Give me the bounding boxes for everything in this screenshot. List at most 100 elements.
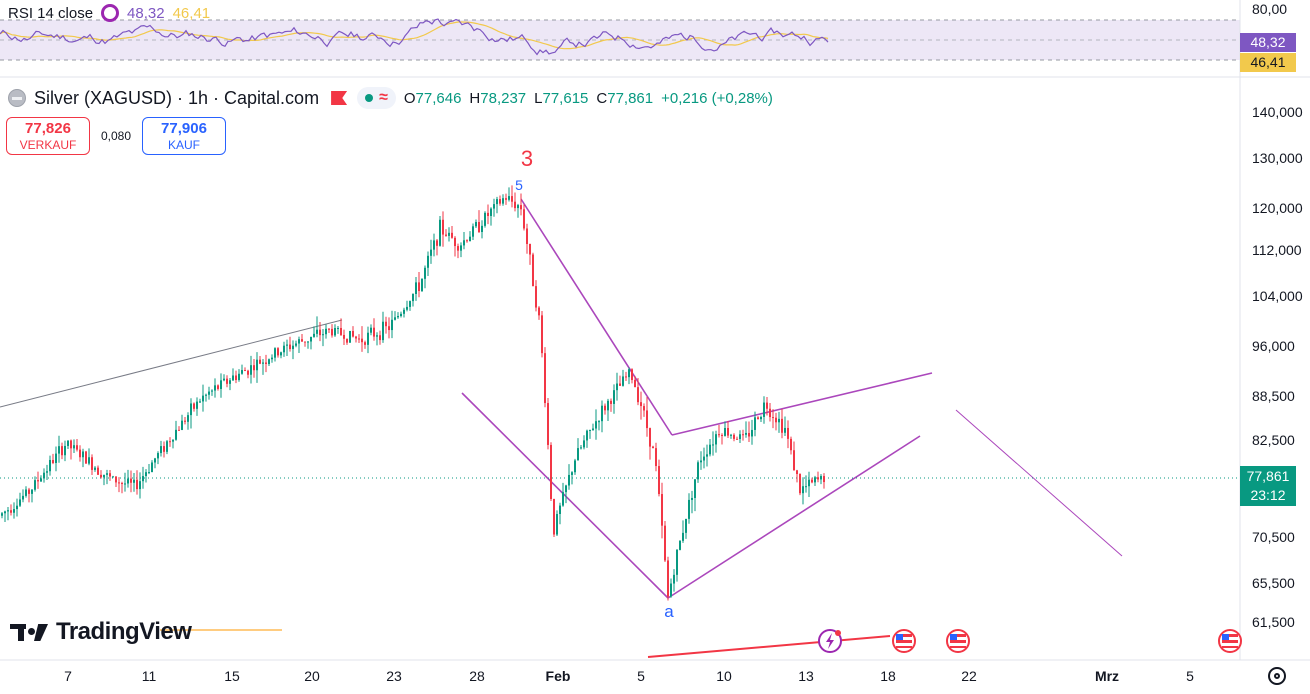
candle-body <box>154 458 156 463</box>
candle-body <box>1 513 3 516</box>
event-us-flag-icon[interactable] <box>892 629 916 653</box>
buy-button[interactable]: 77,906 KAUF <box>142 117 226 155</box>
wedge-upper-line-left[interactable] <box>520 198 673 436</box>
rsi-legend[interactable]: RSI 14 close 48,32 46,41 <box>8 4 210 22</box>
candle-body <box>544 353 546 404</box>
wedge-upper-line-right[interactable] <box>671 372 933 436</box>
candle-body <box>736 438 738 440</box>
candle-body <box>292 345 294 350</box>
candle-body <box>91 457 93 470</box>
candle-body <box>541 315 543 354</box>
candle-body <box>199 401 201 403</box>
candle-body <box>703 456 705 461</box>
candle-body <box>619 383 621 386</box>
rsi-lines <box>0 18 829 56</box>
candle-body <box>217 385 219 389</box>
candle-body <box>130 478 132 483</box>
candle-body <box>799 474 801 494</box>
long-trend-line[interactable] <box>0 319 343 408</box>
event-flash-icon[interactable] <box>818 629 842 653</box>
candle-body <box>727 427 729 436</box>
candle-body <box>598 421 600 423</box>
candle-body <box>814 477 816 483</box>
candle-body <box>43 472 45 479</box>
event-us-flag-icon-3[interactable] <box>1218 629 1242 653</box>
rsi-value: 48,32 <box>127 4 165 22</box>
open-value: 77,646 <box>415 89 462 107</box>
buy-price: 77,906 <box>161 120 207 137</box>
time-axis-label: 18 <box>880 668 896 684</box>
candle-body <box>463 240 465 246</box>
candle-body <box>628 369 630 378</box>
candle-body <box>391 319 393 331</box>
time-axis-label: 7 <box>64 668 72 684</box>
candle-body <box>112 476 114 478</box>
event-us-flag-icon-2[interactable] <box>946 629 970 653</box>
candle-body <box>490 208 492 216</box>
candle-body <box>49 459 51 472</box>
projection-line[interactable] <box>955 409 1123 557</box>
candle-body <box>10 510 12 513</box>
candle-body <box>817 477 819 480</box>
candle-body <box>127 478 129 484</box>
candle-body <box>595 421 597 429</box>
candle-body <box>451 232 453 238</box>
tradingview-logo[interactable]: TradingView <box>10 618 192 646</box>
symbol-title[interactable]: Silver (XAGUSD) · 1h · Capital.com <box>34 87 320 108</box>
candle-body <box>319 329 321 336</box>
candle-body <box>367 332 369 345</box>
candle-body <box>709 444 711 455</box>
candle-body <box>517 205 519 209</box>
rsi-ma-value-tag: 46,41 <box>1240 53 1296 72</box>
candle-body <box>211 390 213 392</box>
candle-body <box>349 330 351 343</box>
approx-icon: ≈ <box>379 89 388 106</box>
candle-body <box>382 321 384 341</box>
silver-logo-icon <box>8 89 26 107</box>
candle-body <box>178 429 180 431</box>
wedge-lower-line-left[interactable] <box>461 392 669 599</box>
chart-settings-icon[interactable] <box>1268 667 1286 685</box>
indicator-settings-icon[interactable] <box>101 4 120 22</box>
candle-body <box>328 328 330 330</box>
candle-body <box>478 222 480 233</box>
last-price-tag: 77,861 23:12 <box>1240 466 1296 506</box>
candle-body <box>751 429 753 437</box>
candle-body <box>766 402 768 409</box>
candle-body <box>61 446 63 456</box>
candle-body <box>601 405 603 422</box>
time-axis-label: 5 <box>1186 668 1194 684</box>
candle-body <box>793 450 795 471</box>
flag-icon[interactable] <box>331 91 348 105</box>
ohlc-values: O77,646 H78,237 L77,615 C77,861 +0,216 (… <box>404 90 773 107</box>
symbol-header[interactable]: Silver (XAGUSD) · 1h · Capital.com ≈ O77… <box>8 86 773 110</box>
candle-body <box>739 434 741 439</box>
candle-body <box>250 365 252 375</box>
candle-body <box>748 432 750 437</box>
rsi-title: RSI 14 close <box>8 4 94 22</box>
candle-body <box>241 370 243 374</box>
wave-label-a: a <box>664 602 674 621</box>
market-status-pill[interactable]: ≈ <box>357 87 396 109</box>
candle-body <box>661 494 663 526</box>
close-label: C <box>596 89 608 107</box>
sell-button[interactable]: 77,826 VERKAUF <box>6 117 90 155</box>
time-axis-label: 11 <box>141 668 157 684</box>
candle-body <box>616 383 618 391</box>
candle-body <box>268 359 270 365</box>
candle-body <box>148 472 150 474</box>
candle-body <box>19 499 21 506</box>
brand-name: TradingView <box>56 618 192 645</box>
wedge-lower-line-right[interactable] <box>667 435 921 599</box>
candle-body <box>70 440 72 449</box>
candle-body <box>790 438 792 451</box>
candle-body <box>511 196 513 202</box>
candle-body <box>253 365 255 371</box>
price-axis-label: 61,500 <box>1252 614 1295 630</box>
candle-body <box>535 286 537 308</box>
candle-body <box>193 403 195 409</box>
time-axis-label: Feb <box>545 668 571 684</box>
candle-body <box>721 434 723 436</box>
candle-body <box>547 403 549 445</box>
